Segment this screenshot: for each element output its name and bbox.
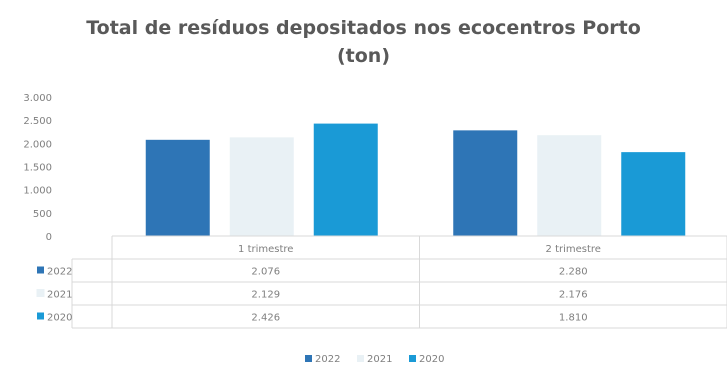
y-tick-label: 1.500 <box>23 163 52 174</box>
bar-2022-1 <box>145 139 210 236</box>
chart-title: Total de resíduos depositados nos ecocen… <box>0 14 727 70</box>
data-label-2020-2: 1.810 <box>559 313 588 324</box>
legend-key-2021 <box>357 355 364 362</box>
legend-key-2022 <box>305 355 312 362</box>
data-label-2022-2: 2.280 <box>559 267 588 278</box>
table-legend-key-2022 <box>37 266 44 274</box>
bar-2021-1 <box>229 137 294 236</box>
chart-title-line-1: Total de resíduos depositados nos ecocen… <box>86 17 641 39</box>
x-category-label: 2 trimestre <box>546 244 601 255</box>
table-series-label-2020: 2020 <box>47 313 72 324</box>
y-tick-label: 2.000 <box>23 139 52 150</box>
legend-label-2022: 2022 <box>315 354 340 365</box>
table-legend-key-2020 <box>37 312 44 320</box>
data-label-2022-1: 2.076 <box>251 267 280 278</box>
y-tick-label: 500 <box>33 209 52 220</box>
legend-label-2021: 2021 <box>367 354 392 365</box>
bar-2022-2 <box>453 130 518 236</box>
data-label-2020-1: 2.426 <box>251 313 280 324</box>
x-category-label: 1 trimestre <box>238 244 293 255</box>
data-label-2021-1: 2.129 <box>251 290 280 301</box>
y-tick-label: 1.000 <box>23 186 52 197</box>
table-legend-key-2021 <box>36 289 45 297</box>
legend-key-2020 <box>409 355 416 362</box>
bar-2020-2 <box>621 152 686 236</box>
bar-2020-1 <box>313 123 378 236</box>
chart-title-line-2: (ton) <box>336 45 391 67</box>
data-label-2021-2: 2.176 <box>559 290 588 301</box>
bar-2021-2 <box>537 135 602 236</box>
y-tick-label: 3.000 <box>23 93 52 104</box>
y-tick-label: 2.500 <box>23 116 52 127</box>
y-tick-label: 0 <box>46 232 52 243</box>
table-series-label-2022: 2022 <box>47 267 72 278</box>
legend-label-2020: 2020 <box>419 354 444 365</box>
table-series-label-2021: 2021 <box>47 290 72 301</box>
